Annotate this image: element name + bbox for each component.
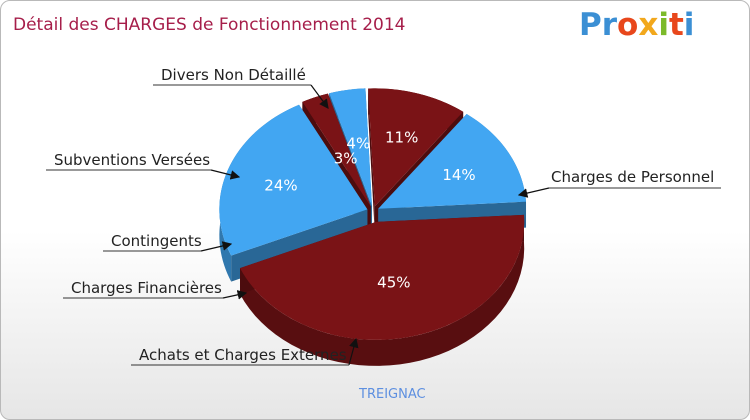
callout-arrow (517, 187, 550, 198)
logo-part: t (668, 7, 684, 43)
slice-category-label: Charges de Personnel (551, 168, 714, 186)
pie-tops (219, 88, 527, 340)
logo-part: i (658, 7, 669, 43)
logo-part: i (683, 7, 695, 43)
logo-part: x (638, 7, 659, 43)
slice-category-label: Achats et Charges Externes (139, 346, 347, 364)
slice-value-label: 3% (334, 149, 358, 167)
pie-value-labels: 45% 24% 3%4% 11% 14% (264, 128, 475, 291)
slice-value-label: 11% (385, 128, 418, 146)
slice-category-label: Divers Non Détaillé (161, 66, 306, 84)
slice-wall (368, 88, 375, 233)
callout-arrow (348, 337, 359, 366)
commune-name: TREIGNAC (359, 387, 426, 402)
slice-category-label: Contingents (111, 232, 202, 250)
proxiti-logo: Proxiti (579, 7, 694, 43)
slice-category-label: Subventions Versées (54, 151, 210, 169)
pie-slice (302, 93, 371, 207)
slice-value-label: 14% (442, 166, 475, 184)
pie-slice (368, 88, 464, 207)
slice-value-label: 4% (346, 134, 370, 152)
chart-title: Détail des CHARGES de Fonctionnement 201… (13, 15, 406, 35)
logo-part: o (617, 7, 639, 43)
slice-value-label: 45% (377, 274, 410, 292)
slice-value-label: 24% (264, 177, 297, 195)
logo-part: Pr (579, 7, 618, 43)
pie-slice (219, 104, 368, 256)
callout-arrow (310, 84, 329, 109)
callout-arrow (200, 241, 233, 252)
pie-slice (329, 88, 372, 207)
callout-arrow (222, 290, 248, 300)
slice-side (240, 214, 525, 366)
slice-category-label: Charges Financières (71, 279, 222, 297)
pie-slice (240, 214, 525, 340)
pie-slice (378, 114, 527, 209)
callout-arrow (210, 169, 241, 180)
pie-callouts: Charges de Personnel Achats et Charges Ex… (46, 66, 721, 366)
